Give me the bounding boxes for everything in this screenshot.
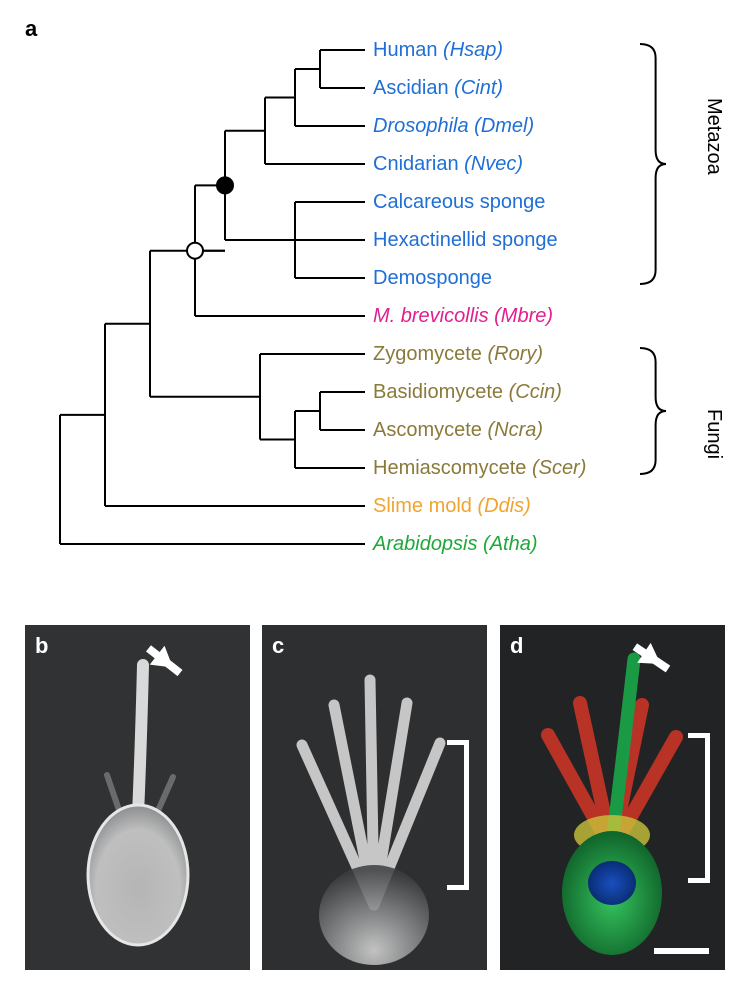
figure: a Human (Hsap)Ascidian (Cint)Drosophila … xyxy=(0,0,750,1000)
bracket-annotation-c xyxy=(447,740,469,890)
taxon-label: Drosophila (Dmel) xyxy=(373,116,534,136)
micrograph-panel-b: b xyxy=(25,625,250,970)
taxon-label: Slime mold (Ddis) xyxy=(373,496,531,516)
taxon-label: Zygomycete (Rory) xyxy=(373,344,543,364)
taxon-label: Human (Hsap) xyxy=(373,40,503,60)
taxon-label: Basidiomycete (Ccin) xyxy=(373,382,562,402)
panel-label-b: b xyxy=(35,633,48,659)
taxon-label: Calcareous sponge xyxy=(373,192,545,212)
taxon-label: Hemiascomycete (Scer) xyxy=(373,458,586,478)
clade-label-metazoa: Metazoa xyxy=(702,98,725,175)
scale-bar xyxy=(654,948,709,954)
taxon-label: Arabidopsis (Atha) xyxy=(373,534,538,554)
micrograph-panel-d: d xyxy=(500,625,725,970)
panel-label-d: d xyxy=(510,633,523,659)
micrograph-panel-c: c xyxy=(262,625,487,970)
bracket-annotation-d xyxy=(688,733,710,883)
taxon-label: Cnidarian (Nvec) xyxy=(373,154,523,174)
panel-label-c: c xyxy=(272,633,284,659)
clade-label-fungi: Fungi xyxy=(702,409,725,459)
cell-image-b xyxy=(25,625,250,970)
taxon-label: M. brevicollis (Mbre) xyxy=(373,306,553,326)
taxon-label: Ascidian (Cint) xyxy=(373,78,503,98)
taxon-label: Demosponge xyxy=(373,268,492,288)
phylogeny-panel: Human (Hsap) Ascidian (Cint) Drosophila (D… xyxy=(0,20,750,600)
taxon-label: Ascomycete (Ncra) xyxy=(373,420,543,440)
taxon-label: Hexactinellid sponge xyxy=(373,230,558,250)
